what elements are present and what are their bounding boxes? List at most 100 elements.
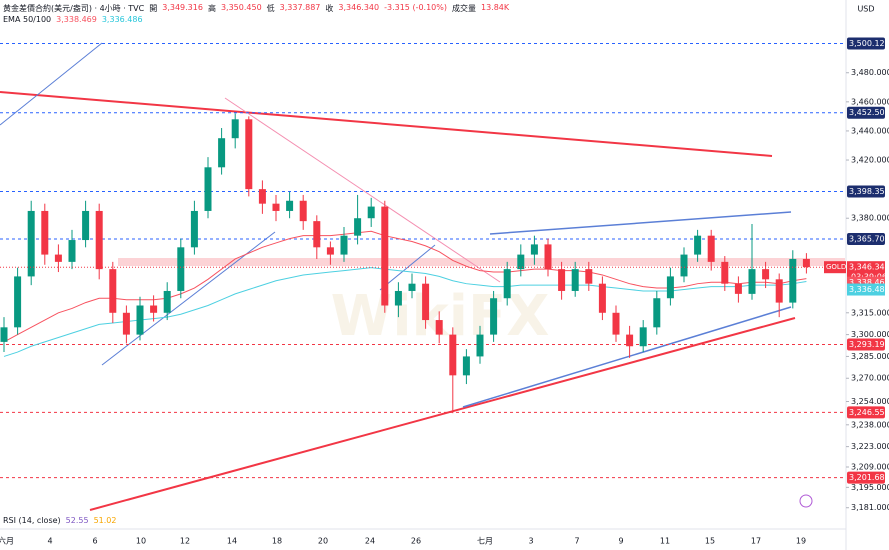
candle-body — [476, 334, 484, 357]
candle-body — [680, 254, 688, 277]
x-tick-label: 18 — [272, 537, 282, 546]
y-tick-label: 3,223.000 — [851, 442, 889, 451]
candle-body — [721, 261, 729, 284]
y-tick-label: 3,209.000 — [851, 462, 889, 471]
x-tick-label: 24 — [365, 537, 375, 546]
candle-body — [462, 356, 470, 376]
price-zone — [118, 258, 845, 266]
candle-body — [245, 119, 253, 190]
candle-body — [95, 210, 103, 270]
candle-body — [408, 283, 416, 291]
candle-body — [354, 218, 362, 236]
y-tick-label: 3,254.000 — [851, 397, 889, 406]
ohlc-low: 3,337.887 — [279, 3, 321, 12]
x-tick-label: 17 — [751, 537, 761, 546]
candle-body — [177, 247, 185, 291]
candle-body — [367, 206, 375, 219]
trendline — [0, 91, 773, 157]
candle-body — [762, 269, 770, 280]
candle-body — [68, 240, 76, 262]
trendline — [89, 317, 796, 511]
candle-body — [503, 269, 511, 299]
candle-body — [775, 279, 783, 303]
candle-body — [286, 200, 294, 211]
ohlc-close-label: 收 — [325, 4, 334, 13]
candle-body — [27, 210, 35, 277]
x-tick-label: 19 — [796, 537, 806, 546]
candle-body — [14, 276, 22, 328]
candle-body — [626, 334, 634, 347]
candle-body — [204, 167, 212, 211]
candle-body — [598, 283, 606, 313]
candle-body — [299, 200, 307, 222]
symbol-box — [824, 261, 846, 274]
candle-body — [517, 254, 525, 270]
x-tick-label: 11 — [660, 537, 670, 546]
volume: 13.84K — [480, 3, 510, 12]
x-tick-label: 7 — [574, 537, 579, 546]
price-line-label: 3,365.700 — [849, 235, 889, 244]
candle-body — [136, 305, 144, 335]
candle-body — [789, 258, 797, 303]
candle-body — [394, 290, 402, 306]
y-tick-label: 3,420.000 — [851, 156, 889, 165]
symbol-label: GOLD — [826, 263, 846, 271]
trendline — [489, 211, 792, 235]
ema-name: EMA 50/100 — [3, 15, 52, 24]
candle-body — [272, 203, 280, 211]
volume-label: 成交量 — [451, 4, 476, 13]
candle-body — [666, 276, 674, 299]
candle-body — [218, 138, 226, 168]
y-tick-label: 3,380.000 — [851, 214, 889, 223]
x-tick-label: 3 — [528, 537, 533, 546]
change: -3.315 (-0.10%) — [384, 3, 447, 12]
y-tick-label: 3,440.000 — [851, 126, 889, 135]
candle-body — [707, 235, 715, 262]
last-price-label: 3,346.340 — [849, 263, 889, 272]
trendline — [101, 231, 276, 366]
x-tick-label: 6 — [92, 537, 97, 546]
trendline — [0, 42, 103, 126]
candle-body — [571, 269, 579, 291]
ohlc-open: 3,349.316 — [162, 3, 203, 12]
x-tick-label: 12 — [180, 537, 190, 546]
price-line-label: 3,246.550 — [849, 408, 889, 417]
ema-label: 3,336.486 — [849, 285, 889, 294]
y-tick-label: 3,270.000 — [851, 374, 889, 383]
ema-100-value: 3,336.486 — [101, 15, 143, 24]
price-line-label: 3,398.350 — [849, 187, 889, 196]
alert-icon[interactable] — [799, 494, 813, 508]
candle-body — [326, 247, 334, 255]
candle-body — [530, 244, 538, 255]
trendline — [224, 97, 501, 283]
price-line-label: 3,452.500 — [849, 108, 889, 117]
candle-body — [639, 327, 647, 347]
price-line-box — [847, 233, 885, 246]
y-tick-label: 3,480.000 — [851, 68, 889, 77]
rsi-value: 51.02 — [93, 516, 117, 525]
candle-body — [231, 119, 239, 139]
x-tick-label: 七月 — [477, 537, 493, 546]
y-tick-label: 3,195.000 — [851, 483, 889, 492]
x-tick-label: 20 — [318, 537, 328, 546]
x-tick-label: 26 — [411, 537, 421, 546]
ohlc-open-label: 開 — [149, 4, 158, 13]
candle-body — [313, 221, 321, 248]
currency: USD — [857, 5, 874, 14]
candle-body — [54, 254, 62, 262]
price-line-box — [847, 471, 885, 484]
price-line-label: 3,201.680 — [849, 473, 889, 482]
x-tick-label: 14 — [227, 537, 237, 546]
candle-body — [612, 312, 620, 335]
candle-body — [653, 298, 661, 328]
candle-body — [585, 269, 593, 284]
y-tick-label: 3,300.000 — [851, 330, 889, 339]
candle-body — [82, 210, 90, 241]
price-line-box — [847, 106, 885, 119]
candle-body — [150, 305, 158, 313]
price-line-box — [847, 185, 885, 198]
x-tick-label: 4 — [47, 537, 52, 546]
y-tick-label: 3,315.000 — [851, 308, 889, 317]
rsi-name: RSI (14, close) — [3, 516, 61, 525]
